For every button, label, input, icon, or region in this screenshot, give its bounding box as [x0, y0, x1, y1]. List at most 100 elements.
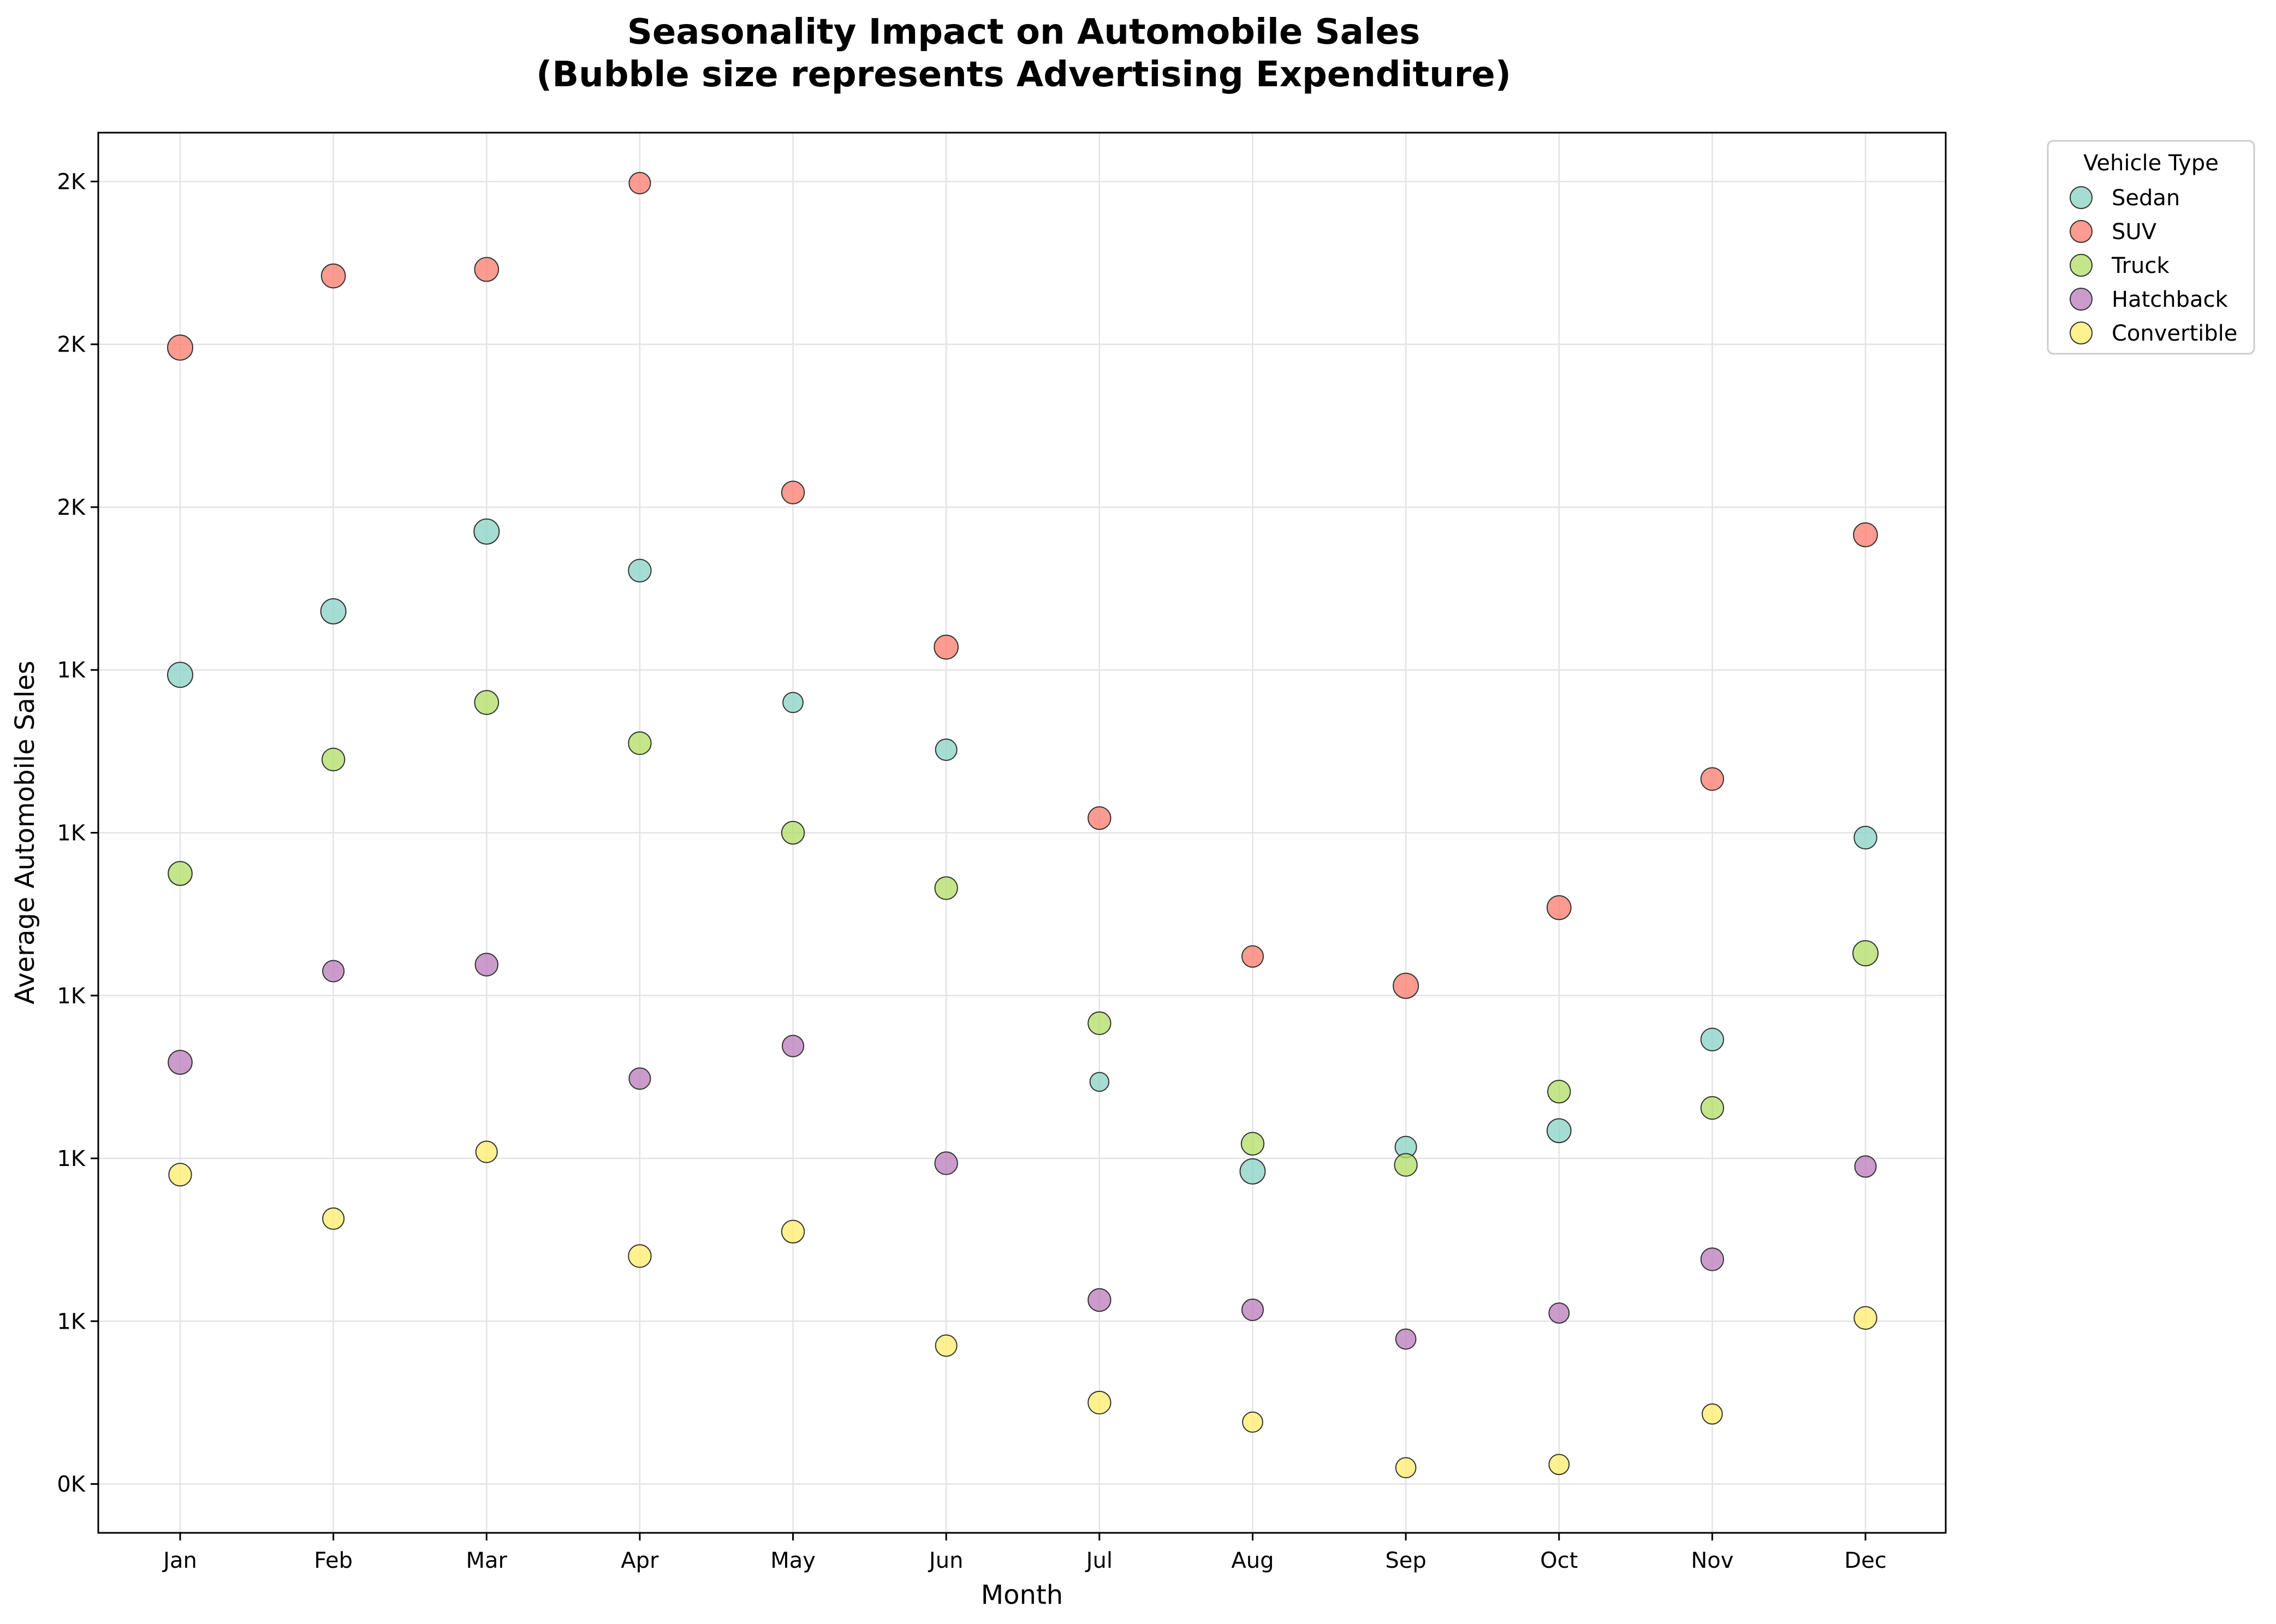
data-point-truck [1852, 940, 1879, 967]
legend-label-hatchback: Hatchback [2112, 287, 2229, 312]
data-point-truck [628, 731, 652, 756]
data-point-convertible [1242, 1411, 1263, 1433]
data-point-truck [321, 747, 346, 771]
data-point-hatchback [168, 1050, 193, 1075]
data-point-sedan [628, 558, 652, 583]
data-point-suv [781, 480, 805, 504]
x-tick-label: May [770, 1548, 816, 1573]
y-tick-label: 2K [57, 332, 86, 358]
legend-marker-convertible [2070, 322, 2093, 344]
data-point-hatchback [628, 1067, 651, 1090]
x-tick-label: Feb [314, 1548, 353, 1573]
data-point-sedan [473, 518, 500, 545]
data-point-convertible [168, 1163, 192, 1187]
y-tick-label: 1K [57, 658, 86, 683]
x-axis-label: Month [981, 1580, 1063, 1610]
data-point-convertible [1701, 1403, 1723, 1425]
y-axis-ticks: 0K 1K 1K 1K 1K 1K 2K 2K 2K [57, 169, 98, 1497]
data-point-sedan [782, 692, 804, 713]
data-point-suv [1241, 945, 1264, 968]
x-tick-label: Jul [1085, 1548, 1113, 1573]
data-point-suv [934, 634, 959, 660]
legend-marker-suv [2070, 220, 2093, 243]
data-point-suv [167, 334, 193, 361]
data-point-suv [1546, 895, 1572, 920]
data-point-hatchback [1548, 1302, 1570, 1324]
y-tick-label: 1K [57, 984, 86, 1009]
x-tick-label: Aug [1231, 1548, 1274, 1573]
x-tick-label: Nov [1691, 1548, 1733, 1573]
x-tick-label: Sep [1385, 1548, 1426, 1573]
y-tick-label: 1K [57, 1146, 86, 1171]
legend-frame [2047, 140, 2255, 355]
data-point-truck [1240, 1132, 1265, 1156]
chart-title-line-2: (Bubble size represents Advertising Expe… [536, 55, 1511, 95]
x-tick-label: Jan [162, 1548, 197, 1573]
y-axis-label: Average Automobile Sales [10, 661, 40, 1004]
data-point-convertible [1853, 1306, 1877, 1330]
data-point-truck [781, 820, 805, 845]
data-point-sedan [1089, 1072, 1110, 1092]
data-point-hatchback [934, 1151, 958, 1175]
x-tick-label: Dec [1844, 1548, 1886, 1573]
data-point-sedan [1853, 825, 1877, 850]
legend-marker-sedan [2070, 186, 2093, 209]
data-point-sedan [1239, 1158, 1266, 1185]
data-point-truck [1394, 1153, 1418, 1177]
data-point-sedan [1546, 1118, 1572, 1144]
data-point-convertible [475, 1140, 498, 1163]
data-point-truck [168, 861, 193, 886]
data-point-hatchback [1700, 1247, 1725, 1271]
data-points [167, 171, 1879, 1479]
data-point-truck [1700, 1096, 1725, 1120]
data-point-suv [474, 257, 500, 282]
data-point-hatchback [1241, 1298, 1264, 1321]
data-point-sedan [1700, 1027, 1725, 1051]
grid [98, 133, 1946, 1533]
data-point-convertible [1548, 1454, 1570, 1476]
data-point-suv [1853, 522, 1878, 548]
data-point-truck [1088, 1011, 1112, 1036]
x-tick-label: Oct [1540, 1548, 1578, 1573]
y-tick-label: 0K [57, 1472, 86, 1497]
legend-marker-truck [2070, 254, 2093, 277]
data-point-convertible [781, 1220, 805, 1244]
y-tick-label: 1K [57, 821, 86, 846]
data-point-hatchback [781, 1034, 805, 1057]
legend-marker-hatchback [2070, 288, 2093, 311]
data-point-convertible [1395, 1457, 1417, 1479]
data-point-sedan [320, 598, 347, 624]
y-tick-label: 2K [57, 495, 86, 520]
data-point-suv [320, 263, 346, 289]
legend: Vehicle Type Sedan SUV Truck Hatchback Conve… [2047, 140, 2255, 355]
data-point-hatchback [1854, 1155, 1877, 1178]
chart-title-line-1: Seasonality Impact on Automobile Sales [627, 12, 1421, 52]
data-point-convertible [935, 1334, 958, 1357]
x-axis-ticks: Jan Feb Mar Apr May Jun Jul Aug Sep Oct Nov Dec [162, 1533, 1887, 1573]
data-point-truck [934, 876, 958, 900]
data-point-truck [1547, 1080, 1571, 1104]
data-point-convertible [322, 1207, 345, 1230]
data-point-suv [628, 171, 651, 195]
data-point-suv [1088, 806, 1112, 830]
y-tick-label: 2K [57, 169, 86, 194]
x-tick-label: Apr [621, 1548, 659, 1573]
data-point-hatchback [1395, 1328, 1417, 1350]
x-tick-label: Jun [928, 1548, 964, 1573]
legend-title: Vehicle Type [2083, 151, 2219, 176]
data-point-truck [474, 690, 500, 715]
x-tick-label: Mar [466, 1548, 508, 1573]
data-point-sedan [935, 738, 958, 761]
legend-label-convertible: Convertible [2112, 321, 2237, 346]
data-point-hatchback [474, 953, 498, 977]
y-tick-label: 1K [57, 1309, 86, 1334]
data-point-convertible [628, 1244, 652, 1268]
data-point-hatchback [1088, 1288, 1112, 1312]
legend-label-suv: SUV [2112, 219, 2157, 245]
data-point-sedan [167, 662, 193, 688]
data-point-convertible [1088, 1390, 1112, 1415]
data-point-hatchback [322, 960, 345, 983]
legend-label-truck: Truck [2111, 253, 2170, 278]
legend-label-sedan: Sedan [2112, 186, 2180, 211]
